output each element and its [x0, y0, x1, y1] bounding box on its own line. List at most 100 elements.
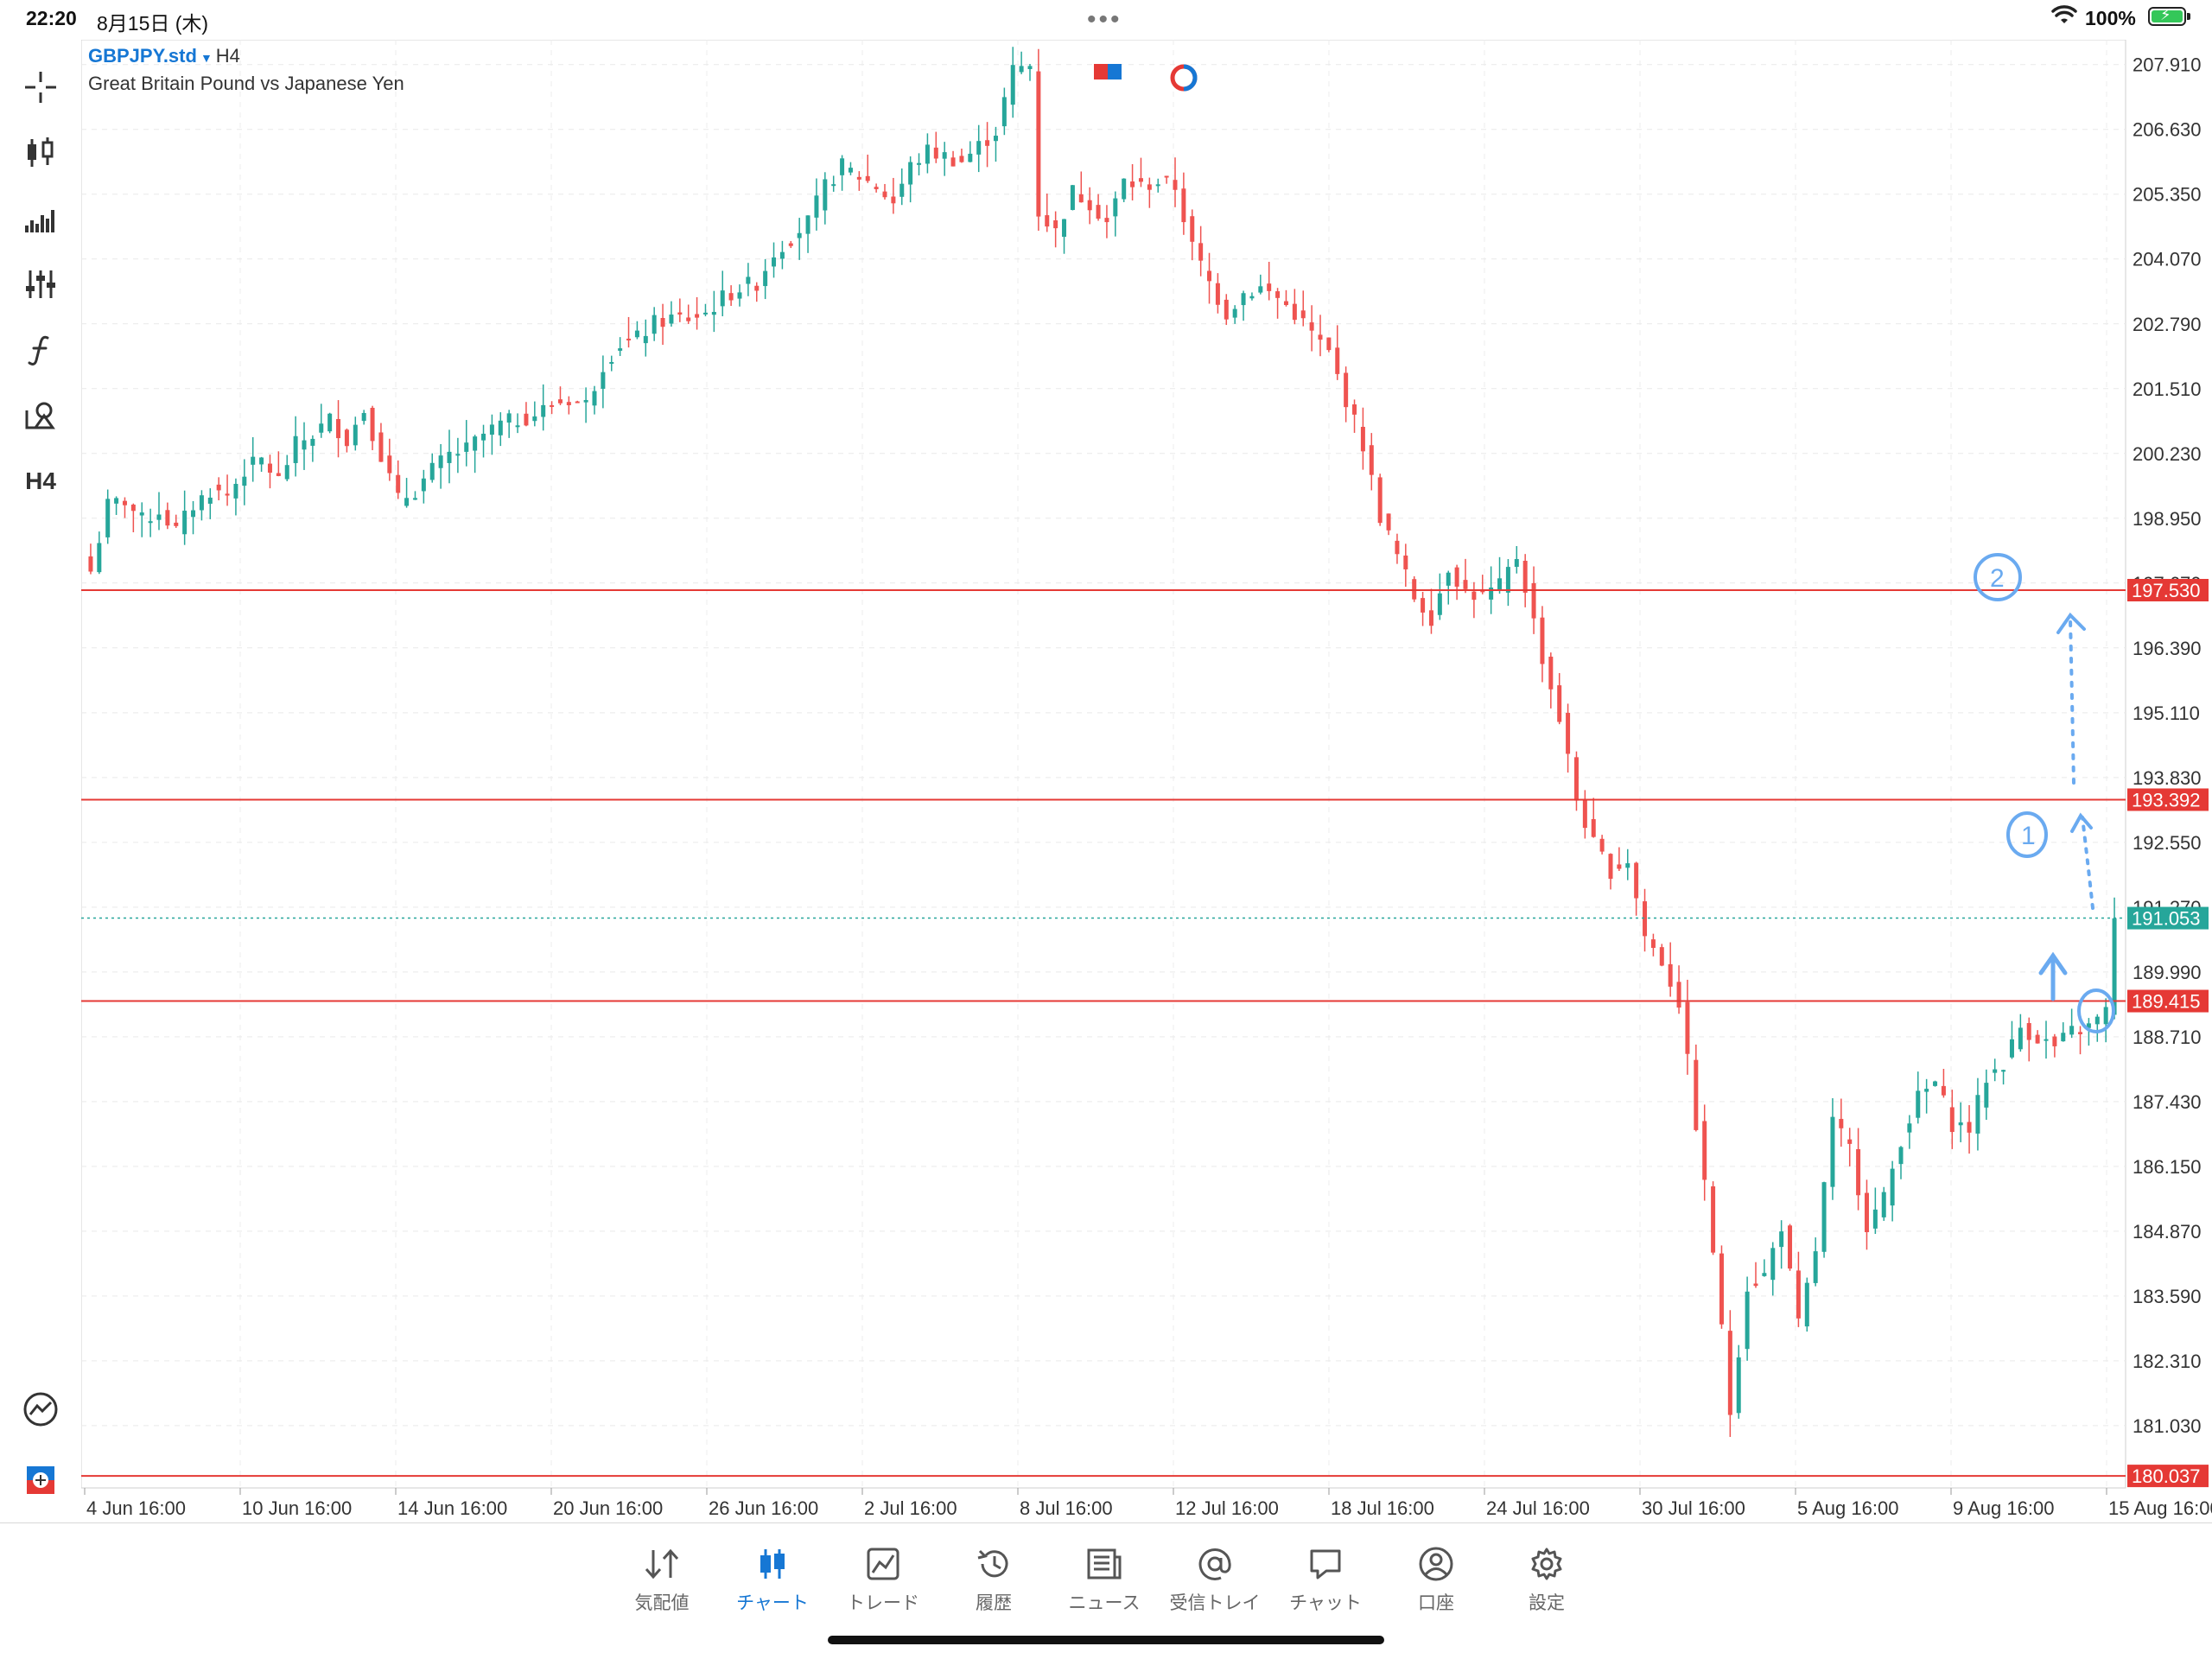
candle-body: [1207, 270, 1212, 282]
tab-label: 受信トレイ: [1169, 1593, 1261, 1613]
candle-body: [908, 162, 913, 185]
trade-marker-close: [1183, 64, 1198, 92]
candle-body: [370, 407, 375, 442]
candle-body: [1941, 1085, 1946, 1096]
candle-body: [1437, 593, 1442, 615]
home-indicator[interactable]: [828, 1636, 1384, 1644]
account-icon: [1384, 1544, 1488, 1584]
volume-icon[interactable]: [19, 197, 62, 240]
chart-area[interactable]: 207.910 206.630 205.350 204.070 202.790 201.5…: [81, 40, 2212, 1522]
tab-quotes[interactable]: 気配値: [610, 1544, 714, 1615]
annotation-arrow-up: [2038, 951, 2068, 1001]
symbol-timeframe: H4: [215, 45, 240, 67]
candle-body: [498, 420, 503, 435]
candle-body: [1650, 939, 1656, 949]
candle-body: [1916, 1090, 1921, 1118]
candle-body: [2044, 1039, 2049, 1041]
candle-body: [216, 484, 221, 491]
candle-body: [1489, 588, 1494, 600]
tab-trade[interactable]: トレード: [831, 1544, 935, 1615]
candle-body: [2103, 1007, 2108, 1025]
settings-sliders-icon[interactable]: [19, 263, 62, 306]
annotation-circle: [2077, 988, 2115, 1033]
candle-body: [1599, 838, 1605, 852]
candle-body: [1531, 582, 1536, 619]
candle-body: [1360, 427, 1365, 452]
candle-body: [2086, 1023, 2091, 1028]
candle-body: [1062, 219, 1067, 238]
candle-body: [429, 462, 435, 480]
tab-settings[interactable]: 設定: [1495, 1544, 1599, 1615]
candle-body: [1001, 97, 1007, 127]
candle-body: [1796, 1270, 1801, 1319]
candle-body: [2018, 1027, 2023, 1050]
candle-body: [592, 391, 597, 406]
tab-chat[interactable]: チャット: [1274, 1544, 1377, 1615]
candle-body: [1412, 579, 1417, 600]
candle-body: [387, 455, 392, 474]
candle-body: [1625, 863, 1630, 868]
price-tick-label: 205.350: [2133, 184, 2202, 206]
candle-body: [1300, 310, 1306, 319]
candle-body: [728, 293, 734, 301]
tab-chart[interactable]: チャート: [721, 1544, 824, 1615]
price-tick-label: 196.390: [2133, 638, 2202, 659]
candle-body: [993, 136, 998, 142]
candle-body: [1241, 293, 1246, 306]
level-price-label: 189.415: [2132, 991, 2201, 1013]
candle-body: [1198, 243, 1204, 261]
wifi-icon: [2051, 5, 2077, 30]
price-tick-label: 202.790: [2133, 314, 2202, 335]
tab-account[interactable]: 口座: [1384, 1544, 1488, 1615]
tab-news[interactable]: ニュース: [1052, 1544, 1156, 1615]
price-chart[interactable]: 207.910 206.630 205.350 204.070 202.790 201.5…: [81, 40, 2212, 1522]
time-tick-label: 9 Aug 16:00: [1953, 1497, 2054, 1519]
candle-body: [1719, 1253, 1724, 1325]
tab-history[interactable]: 履歴: [942, 1544, 1046, 1615]
level-price-tag: [2127, 578, 2209, 601]
candle-body: [942, 152, 947, 159]
candle-body: [779, 251, 785, 259]
one-click-trading-icon[interactable]: [19, 1459, 62, 1502]
candle-body: [1147, 184, 1152, 190]
candle-body: [1566, 713, 1571, 754]
candle-body: [737, 292, 742, 299]
trade-signal-icon[interactable]: [19, 1388, 62, 1431]
candle-body: [2112, 918, 2117, 1015]
timeframe-button[interactable]: H4: [19, 460, 62, 503]
candle-body: [686, 317, 691, 321]
candle-body: [464, 442, 469, 452]
price-tick-label: 187.430: [2133, 1091, 2202, 1113]
candle-body: [199, 495, 204, 511]
symbol-name[interactable]: GBPJPY.std: [88, 45, 197, 67]
candle-body: [848, 168, 853, 173]
candle-body: [302, 440, 307, 450]
drawing-objects-icon[interactable]: [19, 394, 62, 437]
candle-body: [242, 476, 247, 486]
annotation-circle-1: [2006, 811, 2048, 858]
chart-type-icon[interactable]: [19, 131, 62, 175]
candle-body: [259, 457, 264, 465]
candle-body: [1702, 1121, 1707, 1180]
candle-body: [788, 243, 793, 246]
annotation-dotted-arrow: [2056, 612, 2086, 634]
candle-body: [174, 522, 179, 526]
symbol-caret-icon[interactable]: ▼: [200, 51, 213, 65]
function-indicator-icon[interactable]: [19, 328, 62, 372]
candle-body: [1821, 1182, 1827, 1252]
candle-body: [1275, 291, 1281, 298]
candle-body: [1104, 218, 1109, 223]
candle-body: [524, 413, 529, 426]
candle-body: [1258, 286, 1263, 293]
candle-body: [225, 493, 230, 496]
annotation-circle-2: [1974, 553, 2022, 601]
candle-body: [1292, 303, 1297, 321]
candle-body: [1804, 1282, 1809, 1327]
candle-body: [344, 429, 349, 447]
candle-body: [122, 500, 127, 505]
tab-mailbox[interactable]: 受信トレイ: [1163, 1544, 1267, 1615]
candle-body: [1668, 963, 1673, 987]
multitasking-dots-icon[interactable]: •••: [1087, 5, 1122, 34]
crosshair-icon[interactable]: [19, 66, 62, 109]
candle-body: [575, 401, 580, 404]
